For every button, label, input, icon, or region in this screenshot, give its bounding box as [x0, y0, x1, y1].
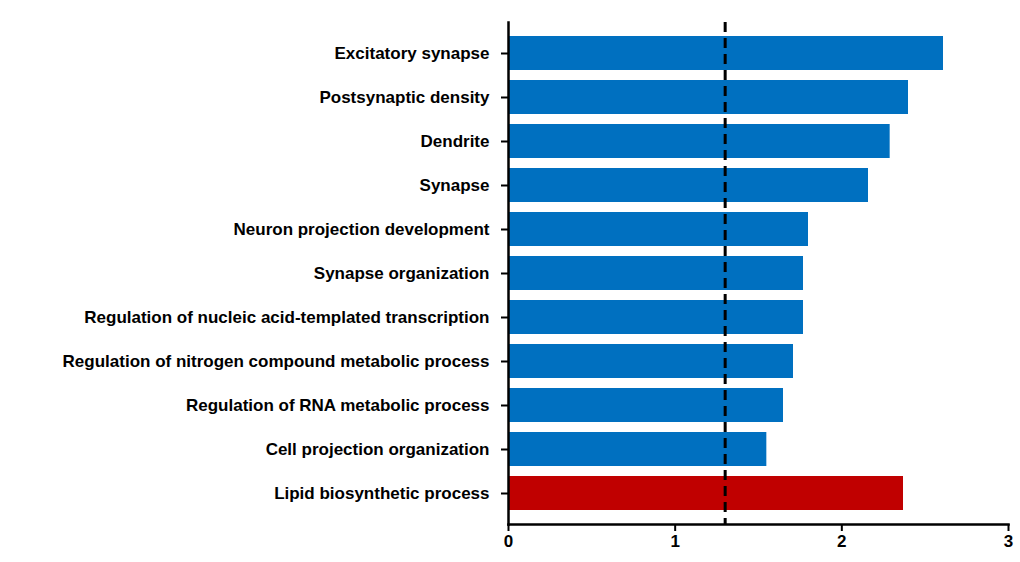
- svg-text:Lipid biosynthetic process: Lipid biosynthetic process: [274, 484, 489, 503]
- svg-text:Cell projection organization: Cell projection organization: [266, 440, 490, 459]
- svg-text:1: 1: [670, 532, 679, 551]
- svg-text:Regulation of nitrogen compoun: Regulation of nitrogen compound metaboli…: [63, 352, 490, 371]
- svg-text:Regulation of nucleic acid-tem: Regulation of nucleic acid-templated tra…: [84, 308, 489, 327]
- svg-text:0: 0: [504, 532, 513, 551]
- svg-text:Excitatory synapse: Excitatory synapse: [335, 44, 490, 63]
- svg-text:Regulation of RNA metabolic pr: Regulation of RNA metabolic process: [186, 396, 490, 415]
- svg-text:3: 3: [1004, 532, 1013, 551]
- svg-text:Neuron projection development: Neuron projection development: [234, 220, 490, 239]
- svg-text:Synapse: Synapse: [420, 176, 490, 195]
- svg-text:Postsynaptic density: Postsynaptic density: [319, 88, 490, 107]
- svg-text:2: 2: [837, 532, 846, 551]
- svg-text:Dendrite: Dendrite: [421, 132, 490, 151]
- svg-text:Synapse organization: Synapse organization: [314, 264, 490, 283]
